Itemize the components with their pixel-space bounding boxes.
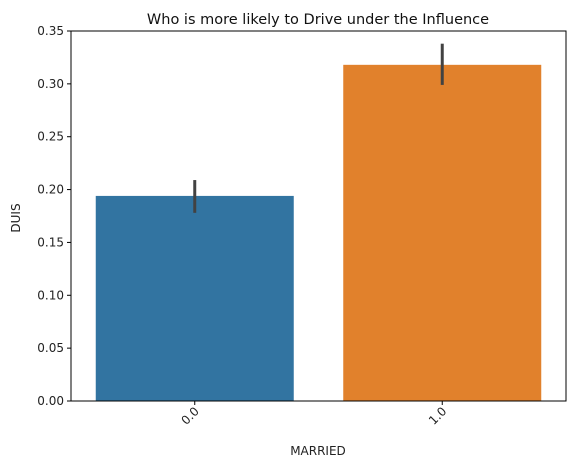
y-tick-label: 0.10 (37, 288, 64, 302)
y-tick-label: 0.20 (37, 183, 64, 197)
x-axis-label: MARRIED (290, 444, 346, 458)
plot-frame (70, 30, 567, 402)
y-tick-label: 0.15 (37, 235, 64, 249)
y-axis-label: DUIS (9, 203, 23, 232)
y-tick-label: 0.25 (37, 130, 64, 144)
x-tick-label: 0.0 (178, 404, 201, 427)
y-tick-label: 0.00 (37, 394, 64, 408)
y-tick-label: 0.30 (37, 77, 64, 91)
bar-0.0 (95, 195, 294, 401)
y-tick-label: 0.05 (37, 341, 64, 355)
x-tick-label: 1.0 (426, 404, 449, 427)
chart-title: Who is more likely to Drive under the In… (147, 12, 489, 28)
y-tick-label: 0.35 (37, 24, 64, 38)
bar-1.0 (343, 64, 542, 401)
